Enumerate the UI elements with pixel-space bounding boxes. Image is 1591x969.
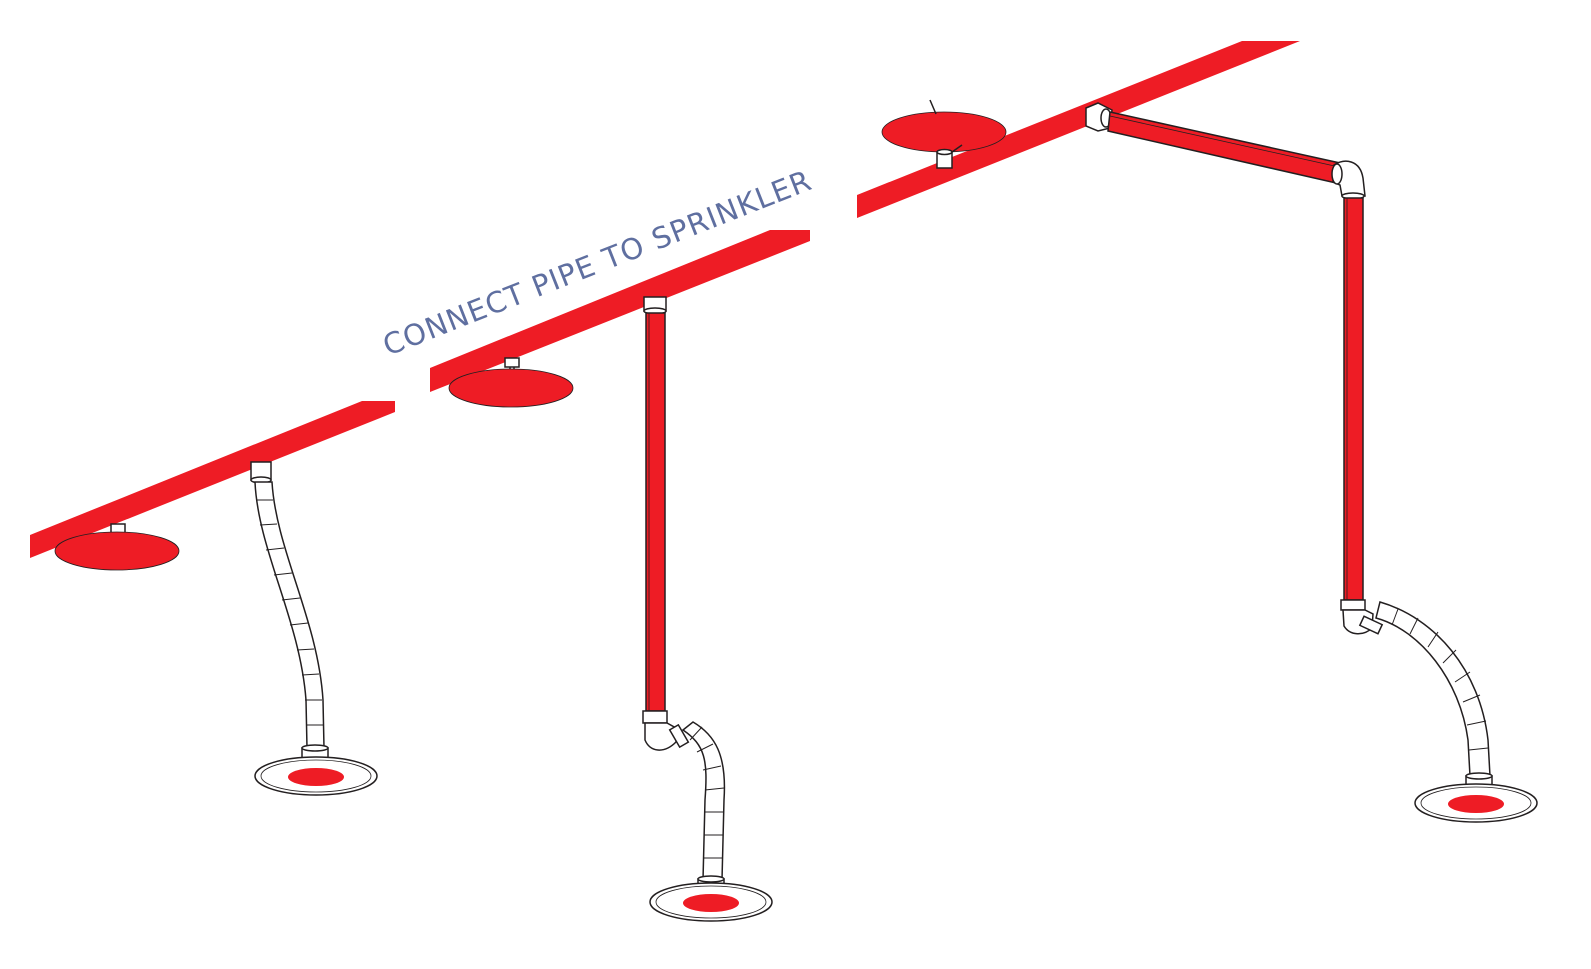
main-pipe-segment-1 <box>30 401 395 558</box>
main-pipe-segment-2 <box>430 230 810 392</box>
flex-hose <box>681 721 726 881</box>
elbow-fitting-3-top <box>1331 160 1366 200</box>
pendant-sprinkler-2 <box>649 875 773 922</box>
elbow-fitting-3-bottom <box>1340 599 1384 635</box>
flex-hose <box>254 481 325 749</box>
main-pipe-segment-3 <box>857 41 1300 218</box>
ceiling-sprinkler-heads <box>54 99 1007 571</box>
ceiling-sprinkler-middle <box>448 357 574 408</box>
main-pipe <box>30 41 1300 558</box>
flexible-hose-drop-1 <box>250 461 378 796</box>
flex-hose <box>1375 601 1491 777</box>
ceiling-sprinkler-right <box>881 99 1007 169</box>
rigid-pipe-drop-2 <box>642 296 773 922</box>
pendant-sprinkler-1 <box>254 744 378 796</box>
pendant-sprinkler-3 <box>1414 772 1538 823</box>
rigid-pipe-drop-3 <box>1085 102 1538 823</box>
elbow-fitting-2 <box>642 710 690 751</box>
ceiling-sprinkler-left <box>54 523 180 571</box>
